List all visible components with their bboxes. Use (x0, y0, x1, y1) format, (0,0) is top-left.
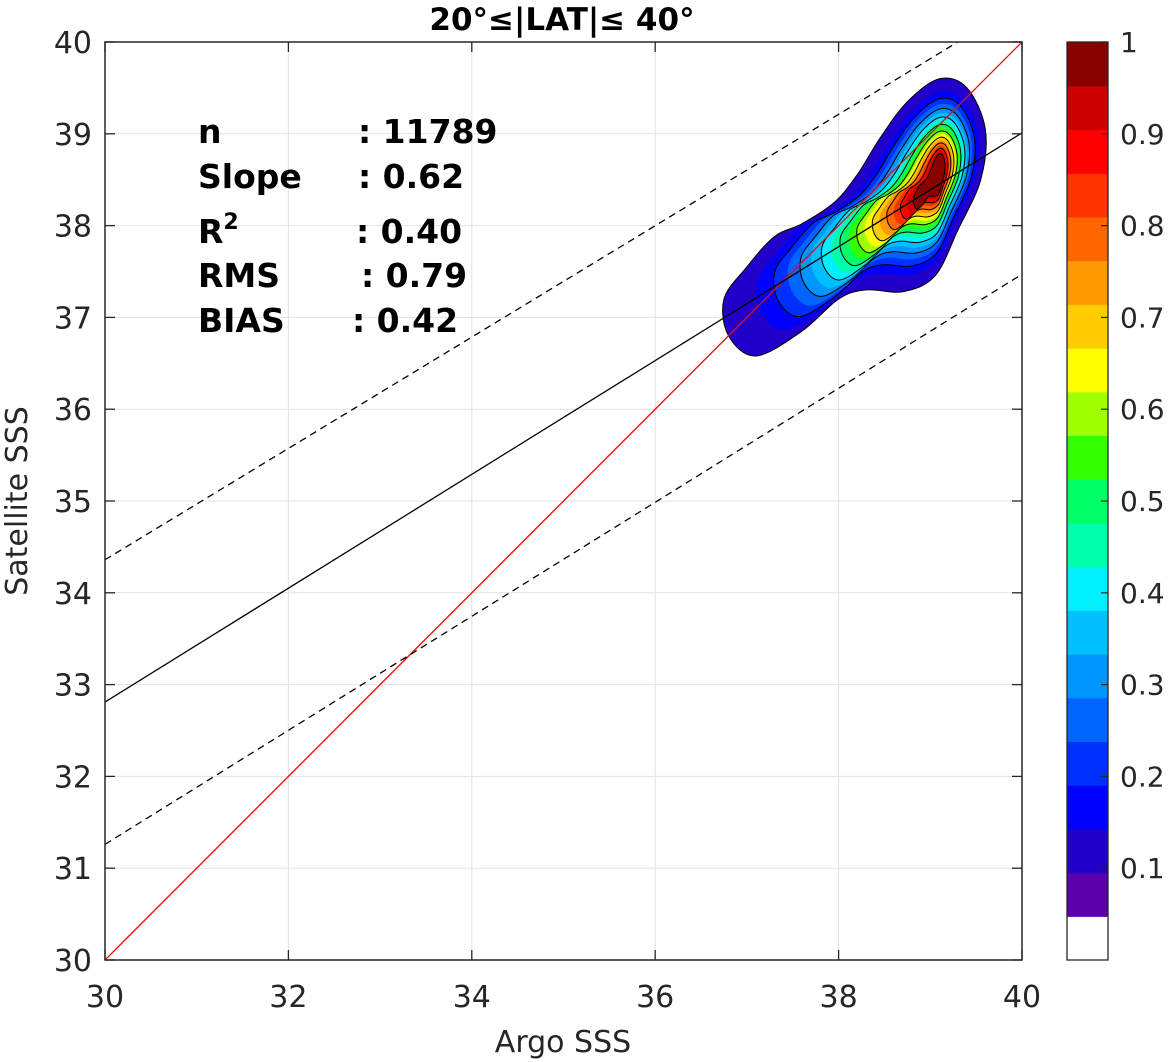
colorbar-segment (1067, 173, 1108, 218)
colorbar-tick-label: 0.2 (1120, 760, 1165, 793)
y-tick-label: 31 (54, 852, 92, 887)
colorbar-segment (1067, 872, 1108, 917)
colorbar-segment (1067, 129, 1108, 174)
colorbar-tick-label: 0.6 (1120, 393, 1165, 426)
colorbar-tick-label: 0.5 (1120, 485, 1165, 518)
grid (105, 42, 1022, 960)
y-tick-label: 40 (54, 26, 92, 61)
y-tick-label: 34 (54, 577, 92, 612)
colorbar-segment (1067, 42, 1108, 87)
x-tick-label: 32 (269, 980, 307, 1015)
x-axis-title: Argo SSS (495, 1025, 631, 1060)
stat-value: : 0.42 (352, 301, 458, 340)
one-to-one-line (105, 42, 1022, 960)
y-tick-label: 39 (54, 118, 92, 153)
colorbar-segment (1067, 216, 1108, 262)
stat-label: n (198, 112, 222, 151)
stat-label: RMS (198, 256, 280, 295)
colorbar-tick-label: 0.8 (1120, 210, 1165, 243)
y-tick-label: 37 (54, 301, 92, 336)
colorbar-segment (1067, 85, 1108, 131)
y-tick-label: 35 (54, 485, 92, 520)
y-tick-label: 38 (54, 210, 92, 245)
colorbar-segment (1067, 916, 1108, 961)
stat-label: BIAS (198, 301, 285, 340)
x-tick-label: 40 (1003, 980, 1041, 1015)
colorbar-segment (1067, 828, 1108, 874)
stat-value: : 11789 (358, 112, 498, 151)
colorbar: 0.1 0.2 0.3 0.4 0.5 0.6 0.7 0.8 0.9 1 (1066, 26, 1165, 961)
density-contours (722, 77, 987, 357)
axis-ticks: 30 32 34 36 38 40 30 31 32 33 34 35 36 37 38 39 40 (54, 26, 1041, 1015)
colorbar-tick-label: 0.4 (1120, 577, 1165, 610)
colorbar-segment (1067, 785, 1108, 830)
regression-fit-line (105, 132, 1022, 703)
y-tick-label: 32 (54, 760, 92, 795)
y-tick-label: 30 (54, 944, 92, 979)
reference-lines (105, 42, 1022, 960)
colorbar-segment (1067, 697, 1108, 743)
colorbar-segment (1067, 566, 1108, 611)
x-tick-label: 30 (86, 980, 124, 1015)
stat-value: : 0.62 (358, 157, 464, 196)
colorbar-tick-label: 0.9 (1120, 118, 1165, 151)
upper-bound-line (105, 42, 959, 561)
x-tick-label: 34 (453, 980, 491, 1015)
colorbar-segment (1067, 741, 1108, 786)
chart-title: 20°≤|LAT|≤ 40° (429, 2, 694, 38)
colorbar-segment (1067, 260, 1108, 305)
colorbar-segment (1067, 654, 1108, 699)
stat-value: : 0.79 (361, 256, 467, 295)
colorbar-segment (1067, 522, 1108, 568)
y-tick-label: 36 (54, 393, 92, 428)
colorbar-segment (1067, 610, 1108, 655)
colorbar-tick-label: 0.1 (1120, 852, 1165, 885)
y-axis-title: Satellite SSS (0, 406, 35, 596)
x-tick-label: 38 (820, 980, 858, 1015)
colorbar-tick-label: 0.7 (1120, 301, 1165, 334)
colorbar-tick-label: 0.3 (1120, 669, 1165, 702)
stat-superscript: 2 (223, 210, 238, 235)
colorbar-segment (1067, 391, 1108, 437)
colorbar-segment (1067, 435, 1108, 480)
colorbar-segment (1067, 304, 1108, 349)
stat-label: Slope (198, 157, 302, 196)
y-tick-label: 33 (54, 669, 92, 704)
colorbar-segment (1067, 348, 1108, 393)
x-tick-label: 36 (636, 980, 674, 1015)
colorbar-tick-label: 1 (1120, 26, 1138, 59)
stat-value: : 0.40 (356, 212, 462, 251)
